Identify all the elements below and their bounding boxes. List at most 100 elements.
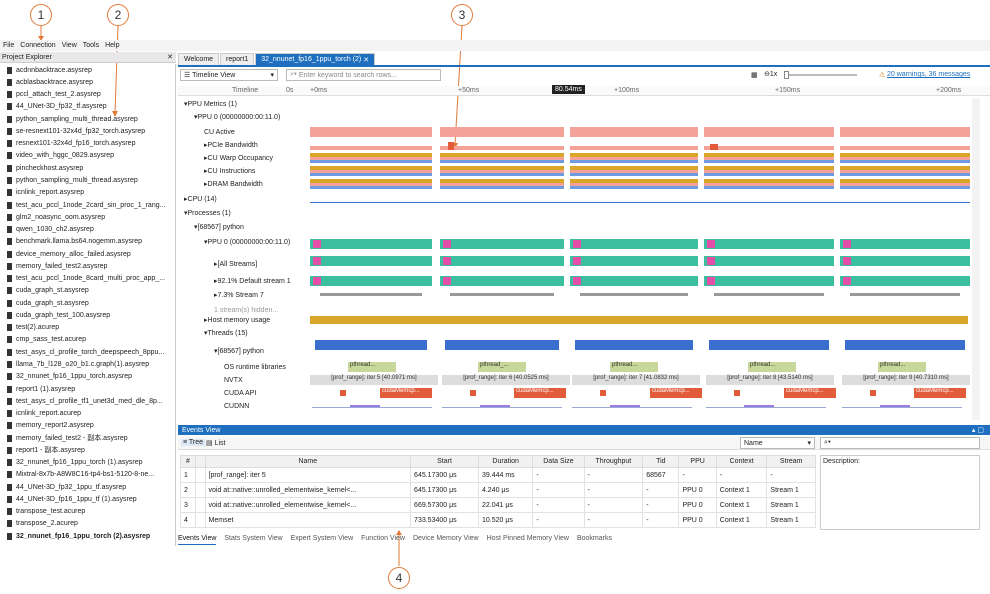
- project-item[interactable]: test(2).acurep: [0, 322, 175, 334]
- expand-icon[interactable]: ▾: [204, 330, 208, 337]
- expand-icon[interactable]: ▸: [204, 155, 208, 162]
- project-item[interactable]: llama_7b_l128_o20_b1.c.graph(1).asysrep: [0, 358, 175, 370]
- project-item[interactable]: icnlink_report.acurep: [0, 407, 175, 419]
- tab-welcome[interactable]: Welcome: [178, 53, 220, 65]
- tab-current-report[interactable]: 32_nnunet_fp16_1ppu_torch (2) ✕: [255, 53, 376, 65]
- expand-icon[interactable]: ▾: [194, 224, 198, 231]
- expand-icon[interactable]: ▸: [204, 142, 208, 149]
- events-search-input[interactable]: ⌕▾: [820, 437, 980, 449]
- expand-icon[interactable]: ▸: [184, 196, 188, 203]
- bottom-tab[interactable]: Stats System View: [224, 535, 283, 542]
- project-item[interactable]: pccl_attach_test_2.asysrep: [0, 89, 175, 101]
- menu-tools[interactable]: Tools: [82, 42, 100, 49]
- expand-icon[interactable]: ▾: [204, 239, 208, 246]
- project-item[interactable]: 44_UNet-3D_fp16_1ppu_tf (1).asysrep: [0, 493, 175, 505]
- bottom-tab[interactable]: Host Pinned Memory View: [486, 535, 569, 542]
- expand-icon[interactable]: ▾: [184, 101, 188, 108]
- bottom-tab[interactable]: Events View: [178, 535, 217, 545]
- expand-icon[interactable]: ▾: [214, 348, 218, 355]
- project-item[interactable]: python_sampling_multi_thread.asysrep: [0, 113, 175, 125]
- column-header[interactable]: #: [180, 455, 196, 468]
- project-item[interactable]: memory_failed_test2 - 副本.asysrep: [0, 432, 175, 444]
- timeline-row-label[interactable]: ▾ Threads (15): [178, 327, 310, 339]
- project-item[interactable]: se-resnext101-32x4d_fp32_torch.asysrep: [0, 125, 175, 137]
- project-item[interactable]: pincheckhost.asysrep: [0, 162, 175, 174]
- project-item[interactable]: cuda_graph_st.asysrep: [0, 285, 175, 297]
- timeline-row-label[interactable]: ▸ DRAM Bandwidth: [178, 178, 310, 190]
- timeline-row-label[interactable]: CUDNN: [178, 400, 310, 412]
- expand-icon[interactable]: ▸: [204, 168, 208, 175]
- pcie-track[interactable]: [310, 138, 970, 150]
- expand-icon[interactable]: ▾: [194, 114, 198, 121]
- nvtx-track[interactable]: [prof_range]: iter 5 [40.0971 ms] [prof_r…: [310, 374, 970, 386]
- stream7-track[interactable]: [310, 289, 970, 299]
- cudnn-track[interactable]: [310, 400, 970, 412]
- default-stream-track[interactable]: [310, 274, 970, 288]
- project-item[interactable]: glm2_noasync_oom.asysrep: [0, 211, 175, 223]
- ppu-stream-track[interactable]: [310, 237, 970, 251]
- column-header[interactable]: Context: [715, 455, 768, 468]
- project-item[interactable]: device_memory_alloc_failed.asysrep: [0, 248, 175, 260]
- cpu-track[interactable]: [310, 198, 970, 204]
- column-header[interactable]: Throughput: [583, 455, 644, 468]
- cu-instructions-track[interactable]: [310, 164, 970, 176]
- project-item[interactable]: icnlink_report.asysrep: [0, 187, 175, 199]
- expand-icon[interactable]: ▸: [204, 317, 208, 324]
- project-item[interactable]: benchmark.llama.bs64.nogemm.asysrep: [0, 236, 175, 248]
- expand-icon[interactable]: ▸: [214, 292, 218, 299]
- timeline-row-label[interactable]: ▸ 92.1% Default stream 1: [178, 275, 310, 287]
- column-header[interactable]: Start: [410, 455, 479, 468]
- project-item[interactable]: memory_report2.asysrep: [0, 420, 175, 432]
- bottom-tab[interactable]: Expert System View: [290, 535, 354, 542]
- project-item[interactable]: 44_UNet-3D_fp32_1ppu_tf.asysrep: [0, 481, 175, 493]
- column-header[interactable]: Name: [204, 455, 412, 468]
- timeline-row-label[interactable]: CU Active: [178, 126, 310, 138]
- timeline-row-label[interactable]: ▸ CPU (14): [178, 193, 310, 205]
- project-item[interactable]: 44_UNet-3D_fp32_tf.asysrep: [0, 101, 175, 113]
- cu-active-track[interactable]: [310, 125, 970, 137]
- dram-bandwidth-track[interactable]: [310, 177, 970, 189]
- expand-icon[interactable]: ▾: [184, 210, 188, 217]
- ruler-offset[interactable]: 0s: [286, 87, 294, 94]
- project-item[interactable]: 32_nnunet_fp16_1ppu_torch (2).asysrep: [0, 530, 175, 542]
- table-row[interactable]: 2 void at::native::unrolled_elementwise_k…: [180, 482, 816, 498]
- project-item[interactable]: acblasbacktrace.asysrep: [0, 76, 175, 88]
- project-item[interactable]: transpose_test.acurep: [0, 506, 175, 518]
- project-item[interactable]: python_sampling_multi_thread.asysrep: [0, 174, 175, 186]
- timeline-row-label[interactable]: ▾ PPU Metrics (1): [178, 98, 310, 110]
- column-header[interactable]: Duration: [477, 455, 534, 468]
- column-header[interactable]: Data Size: [532, 455, 585, 468]
- menu-view[interactable]: View: [61, 42, 77, 49]
- column-header[interactable]: [194, 455, 206, 468]
- list-toggle[interactable]: ▤ List: [206, 440, 226, 447]
- timeline-row-label[interactable]: ▸ CU Warp Occupancy: [178, 152, 310, 164]
- project-item[interactable]: memory_failed_test2.asysrep: [0, 260, 175, 272]
- timeline-row-label[interactable]: OS runtime libraries: [178, 361, 310, 373]
- project-item[interactable]: cuda_graph_test_100.asysrep: [0, 309, 175, 321]
- threads-track[interactable]: [310, 338, 970, 354]
- keyboard-icon[interactable]: ▦: [751, 72, 758, 79]
- timeline-row-label[interactable]: ▾ PPU 0 (00000000:00:11.0): [178, 111, 310, 123]
- zoom-slider-handle[interactable]: [784, 71, 789, 79]
- timeline-row-label[interactable]: ▸ [All Streams]: [178, 258, 310, 270]
- zoom-slider[interactable]: [784, 74, 857, 76]
- window-controls-icon[interactable]: ▴ ▢: [971, 427, 984, 434]
- close-icon[interactable]: ✕: [363, 56, 370, 64]
- expand-icon[interactable]: ▸: [214, 261, 218, 268]
- project-item[interactable]: resnext101-32x4d_fp16_torch.asysrep: [0, 138, 175, 150]
- os-runtime-track[interactable]: pthread... pthread_... pthread... pthread..…: [310, 361, 970, 373]
- project-item[interactable]: test_acu_pccl_1node_2card_sin_proc_1_ran…: [0, 199, 175, 211]
- menu-help[interactable]: Help: [105, 42, 120, 49]
- project-item[interactable]: 32_nnunet_fp16_1ppu_torch.asysrep: [0, 371, 175, 383]
- timeline-row-label[interactable]: CUDA API: [178, 387, 310, 399]
- expand-icon[interactable]: ▸: [204, 181, 208, 188]
- timeline-row-label[interactable]: ▸ Host memory usage: [178, 314, 310, 326]
- all-streams-track[interactable]: [310, 254, 970, 268]
- menu-file[interactable]: File: [3, 42, 15, 49]
- timeline-row-label[interactable]: ▾ Processes (1): [178, 207, 310, 219]
- project-item[interactable]: transpose_2.acurep: [0, 518, 175, 530]
- column-header[interactable]: Stream: [766, 455, 816, 468]
- timeline-row-label[interactable]: ▾ [68567] python: [178, 221, 310, 233]
- expand-icon[interactable]: ▸: [214, 278, 218, 285]
- search-input[interactable]: ⌕▾ Enter keyword to search rows...: [286, 69, 441, 81]
